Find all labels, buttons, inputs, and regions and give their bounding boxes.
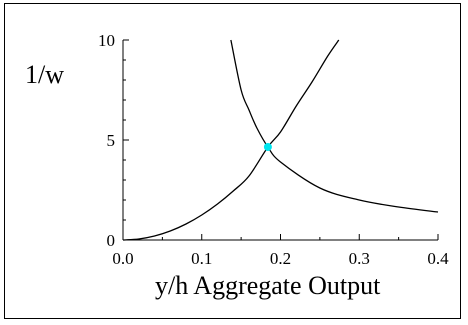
x-tick-label: 0.0 — [112, 249, 133, 268]
series-line-1 — [122, 39, 340, 241]
x-tick-label: 0.4 — [427, 249, 449, 268]
ticks: 0.0 0.1 0.2 0.3 0.4 0 5 10 — [98, 31, 449, 268]
x-tick-label: 0.2 — [270, 249, 291, 268]
chart-plot: 0.0 0.1 0.2 0.3 0.4 0 5 10 1/w y/h Aggregate Ou… — [25, 31, 449, 300]
x-tick-label: 0.3 — [349, 249, 370, 268]
y-axis-label: 1/w — [25, 60, 64, 89]
x-axis-label: y/h Aggregate Output — [155, 271, 381, 300]
intersection-point — [263, 143, 272, 151]
y-tick-label: 5 — [107, 131, 116, 150]
series-line-2 — [230, 39, 439, 213]
chart-frame: 0.0 0.1 0.2 0.3 0.4 0 5 10 1/w y/h Aggregate Ou… — [4, 3, 461, 319]
axes — [122, 40, 438, 241]
markers — [263, 143, 272, 151]
x-tick-label: 0.1 — [191, 249, 212, 268]
y-tick-label: 0 — [107, 231, 116, 250]
curves — [122, 39, 439, 241]
y-tick-label: 10 — [98, 31, 115, 50]
